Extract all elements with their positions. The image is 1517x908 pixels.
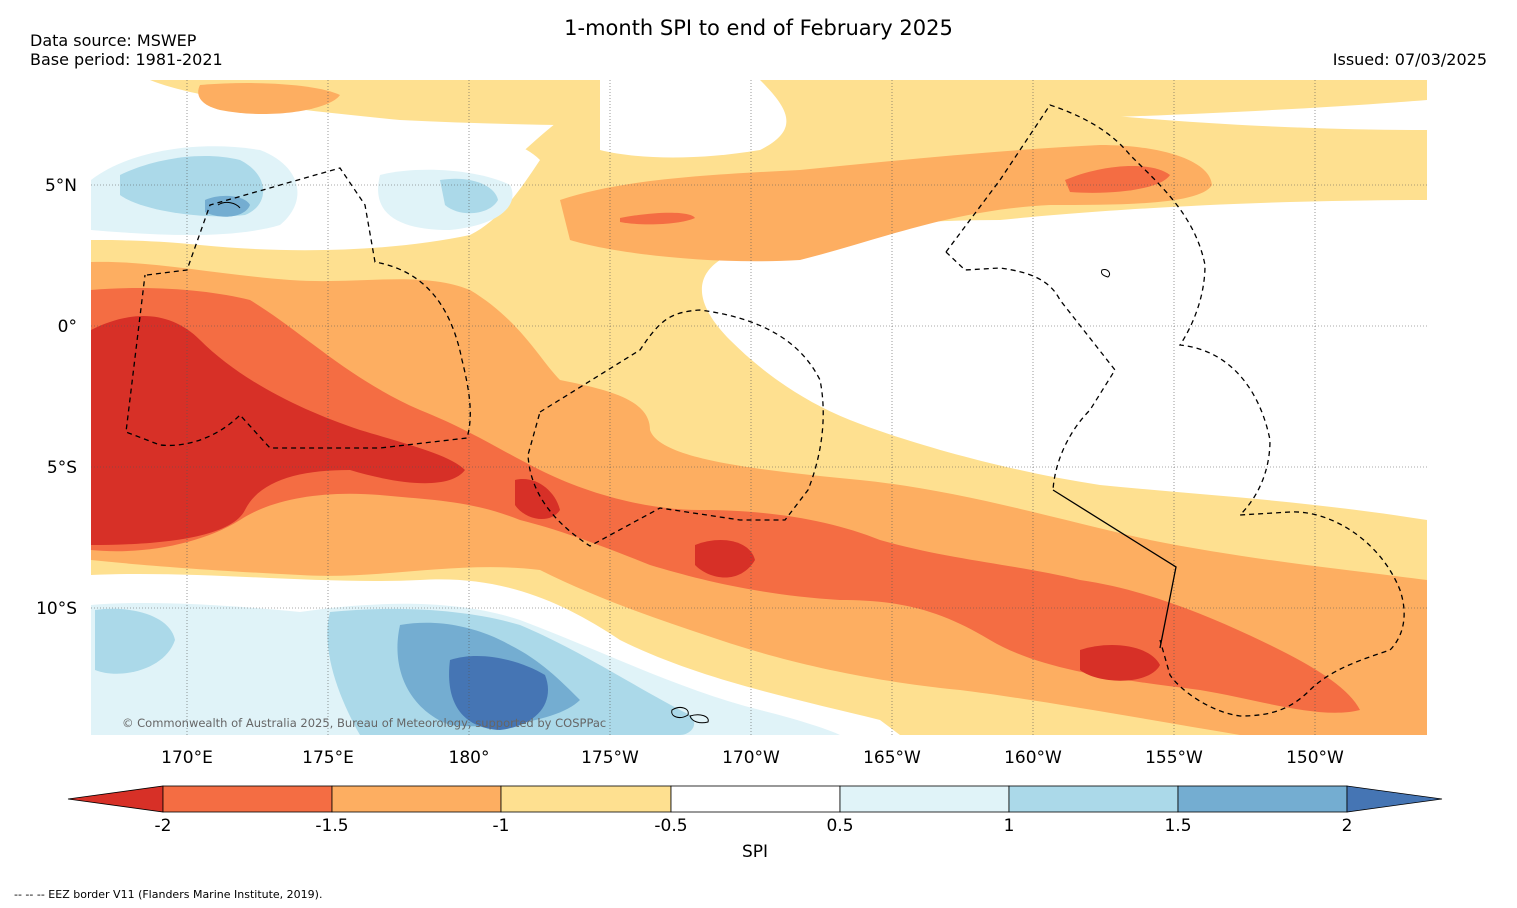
spi-band-red-north	[1065, 165, 1170, 193]
spi-band-blue-north2	[440, 178, 498, 214]
colorbar-ticks: -2 -1.5 -1 -0.5 0.5 1 1.5 2	[155, 816, 1353, 836]
eez-footnote: -- -- -- EEZ border V11 (Flanders Marine…	[14, 888, 323, 901]
lat-axis-labels: 5°N 0° 5°S 10°S	[36, 176, 77, 619]
spi-colorbar: -2 -1.5 -1 -0.5 0.5 1 1.5 2 SPI	[67, 785, 1443, 862]
spi-band-mid-blue-north	[205, 195, 250, 217]
colorbar-segment	[1177, 785, 1348, 813]
spi-band-red-main	[91, 288, 1360, 713]
colorbar-tick-label: 1	[1004, 816, 1015, 836]
lat-label: 5°S	[47, 458, 77, 478]
map-title: 1-month SPI to end of February 2025	[564, 16, 953, 40]
islands	[217, 201, 1111, 724]
spi-band-blue-south-west	[95, 608, 175, 674]
colorbar-label: SPI	[742, 842, 768, 862]
lon-label: 175°E	[302, 748, 354, 768]
base-period-label: Base period: 1981-2021	[30, 50, 223, 69]
lon-label: 150°W	[1286, 748, 1344, 768]
colorbar-segment	[1008, 785, 1179, 813]
lon-label: 160°W	[1004, 748, 1062, 768]
spi-band-darkred-main	[91, 316, 465, 545]
colorbar-segment	[839, 785, 1010, 813]
lon-label: 170°W	[722, 748, 780, 768]
spi-field	[91, 80, 1427, 735]
colorbar-segment	[500, 785, 672, 813]
map-gridlines	[91, 80, 1427, 735]
spi-band-orange-north	[560, 145, 1212, 262]
lon-label: 175°W	[581, 748, 639, 768]
island-samoa-1	[671, 707, 689, 718]
lon-label: 155°W	[1145, 748, 1203, 768]
issued-date-label: Issued: 07/03/2025	[1332, 50, 1487, 69]
colorbar-tick-label: -0.5	[654, 816, 687, 836]
lat-label: 10°S	[36, 599, 77, 619]
colorbar-extend-high	[1346, 785, 1443, 813]
spi-white-north2	[600, 80, 787, 158]
colorbar-segment	[331, 785, 502, 813]
colorbar-tick-label: 0.5	[826, 816, 853, 836]
lon-label: 170°E	[161, 748, 213, 768]
spi-band-darkred-patch3	[1080, 645, 1160, 681]
spi-band-dark-blue-south	[449, 655, 548, 730]
island-tarawa	[217, 201, 241, 209]
colorbar-tick-label: -1.5	[315, 816, 348, 836]
spi-band-light-yellow-top	[150, 80, 1427, 126]
spi-band-red-north2	[620, 212, 695, 225]
data-source-label: Data source: MSWEP	[30, 31, 197, 50]
island-christmas	[1101, 269, 1111, 278]
eez-border-line-islands-west	[945, 251, 1116, 491]
spi-band-darkred-patch2	[695, 540, 755, 578]
spi-band-orange-top	[198, 83, 340, 115]
lon-axis-labels: 170°E 175°E 180° 175°W 170°W 165°W 160°W…	[161, 748, 1344, 768]
eez-border-solid	[1052, 489, 1177, 649]
colorbar-segment	[670, 785, 841, 813]
eez-border-tokelau	[527, 309, 824, 547]
island-samoa-2	[689, 714, 709, 724]
lat-label: 0°	[58, 317, 77, 337]
lat-label: 5°N	[45, 176, 77, 196]
colorbar-tick-label: -2	[155, 816, 172, 836]
colorbar-tick-label: 1.5	[1164, 816, 1191, 836]
colorbar-tick-label: -1	[493, 816, 510, 836]
lon-label: 165°W	[863, 748, 921, 768]
eez-border-line-islands	[945, 104, 1405, 717]
spi-white-east	[701, 200, 1427, 520]
colorbar-extend-low	[67, 785, 164, 813]
colorbar-tick-label: 2	[1342, 816, 1353, 836]
copyright-notice: © Commonwealth of Australia 2025, Bureau…	[122, 716, 606, 730]
lon-label: 180°	[449, 748, 490, 768]
eez-borders	[125, 104, 1405, 717]
colorbar-segment	[162, 785, 333, 813]
